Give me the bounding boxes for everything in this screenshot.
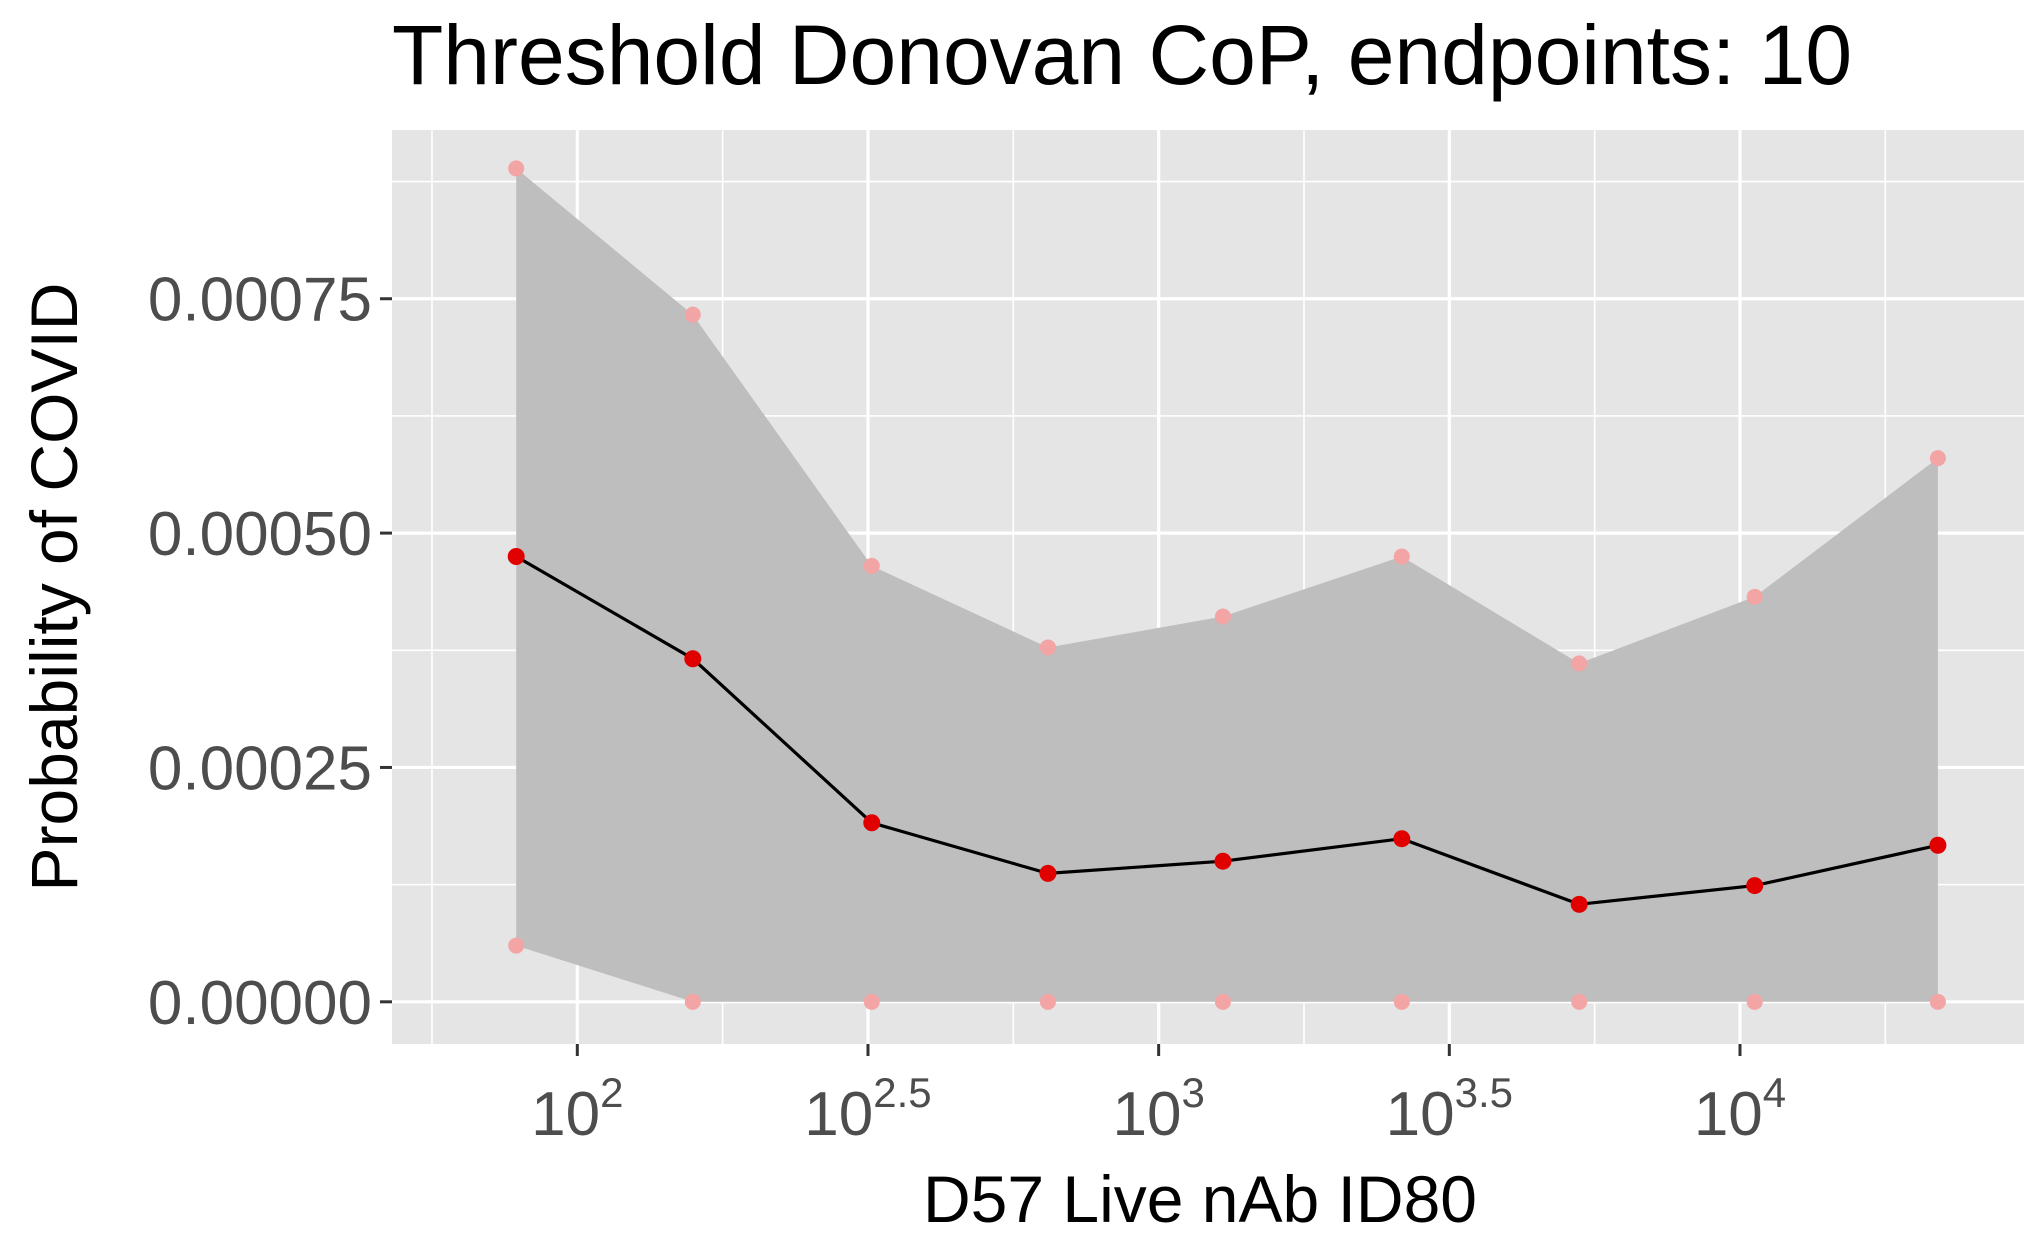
y-tick-label: 0.00075 — [148, 266, 372, 335]
estimate-point — [1393, 830, 1411, 848]
upper-bound-point — [1571, 655, 1588, 672]
upper-bound-point — [1393, 548, 1410, 565]
estimate-points — [507, 548, 1947, 913]
x-tick-label: 103.5 — [1386, 1069, 1513, 1149]
lower-bound-point — [1393, 993, 1410, 1010]
estimate-point — [1929, 836, 1947, 854]
estimate-point — [1214, 852, 1232, 870]
upper-bound-point — [1746, 588, 1763, 605]
lower-bound-point — [1571, 993, 1588, 1010]
estimate-point — [507, 548, 525, 566]
confidence-band — [516, 168, 1938, 1002]
x-tick-label: 104 — [1694, 1069, 1786, 1149]
upper-bound-point — [1929, 450, 1946, 467]
x-tick-label: 102.5 — [804, 1069, 931, 1149]
y-axis-label: Probability of COVID — [17, 283, 91, 892]
y-tick-label: 0.00025 — [148, 734, 372, 803]
chart-title: Threshold Donovan CoP, endpoints: 10 — [392, 8, 1852, 102]
estimate-point — [863, 814, 881, 832]
estimate-point — [1570, 895, 1588, 913]
lower-bound-point — [1929, 993, 1946, 1010]
lower-bound-point — [508, 937, 525, 954]
x-tick-label: 103 — [1112, 1069, 1204, 1149]
x-axis: 102 102.5 103 103.5 104 — [531, 1044, 1786, 1149]
lower-bound-point — [1746, 993, 1763, 1010]
upper-bound-point — [508, 160, 525, 177]
bound-points — [508, 160, 1946, 1010]
estimate-point — [684, 650, 702, 668]
lower-bound-point — [1214, 993, 1231, 1010]
upper-bound-point — [1039, 639, 1056, 656]
estimate-point — [1039, 864, 1057, 882]
x-tick-label: 102 — [531, 1069, 623, 1149]
x-axis-label: D57 Live nAb ID80 — [923, 1162, 1477, 1236]
y-tick-label: 0.00050 — [148, 500, 372, 569]
y-axis: 0.00000 0.00025 0.00050 0.00075 — [148, 266, 392, 1038]
estimate-point — [1746, 877, 1764, 895]
upper-bound-point — [684, 306, 701, 323]
lower-bound-point — [1039, 993, 1056, 1010]
upper-bound-point — [863, 557, 880, 574]
lower-bound-point — [684, 993, 701, 1010]
upper-bound-point — [1214, 608, 1231, 625]
y-tick-label: 0.00000 — [148, 969, 372, 1038]
lower-bound-point — [863, 993, 880, 1010]
